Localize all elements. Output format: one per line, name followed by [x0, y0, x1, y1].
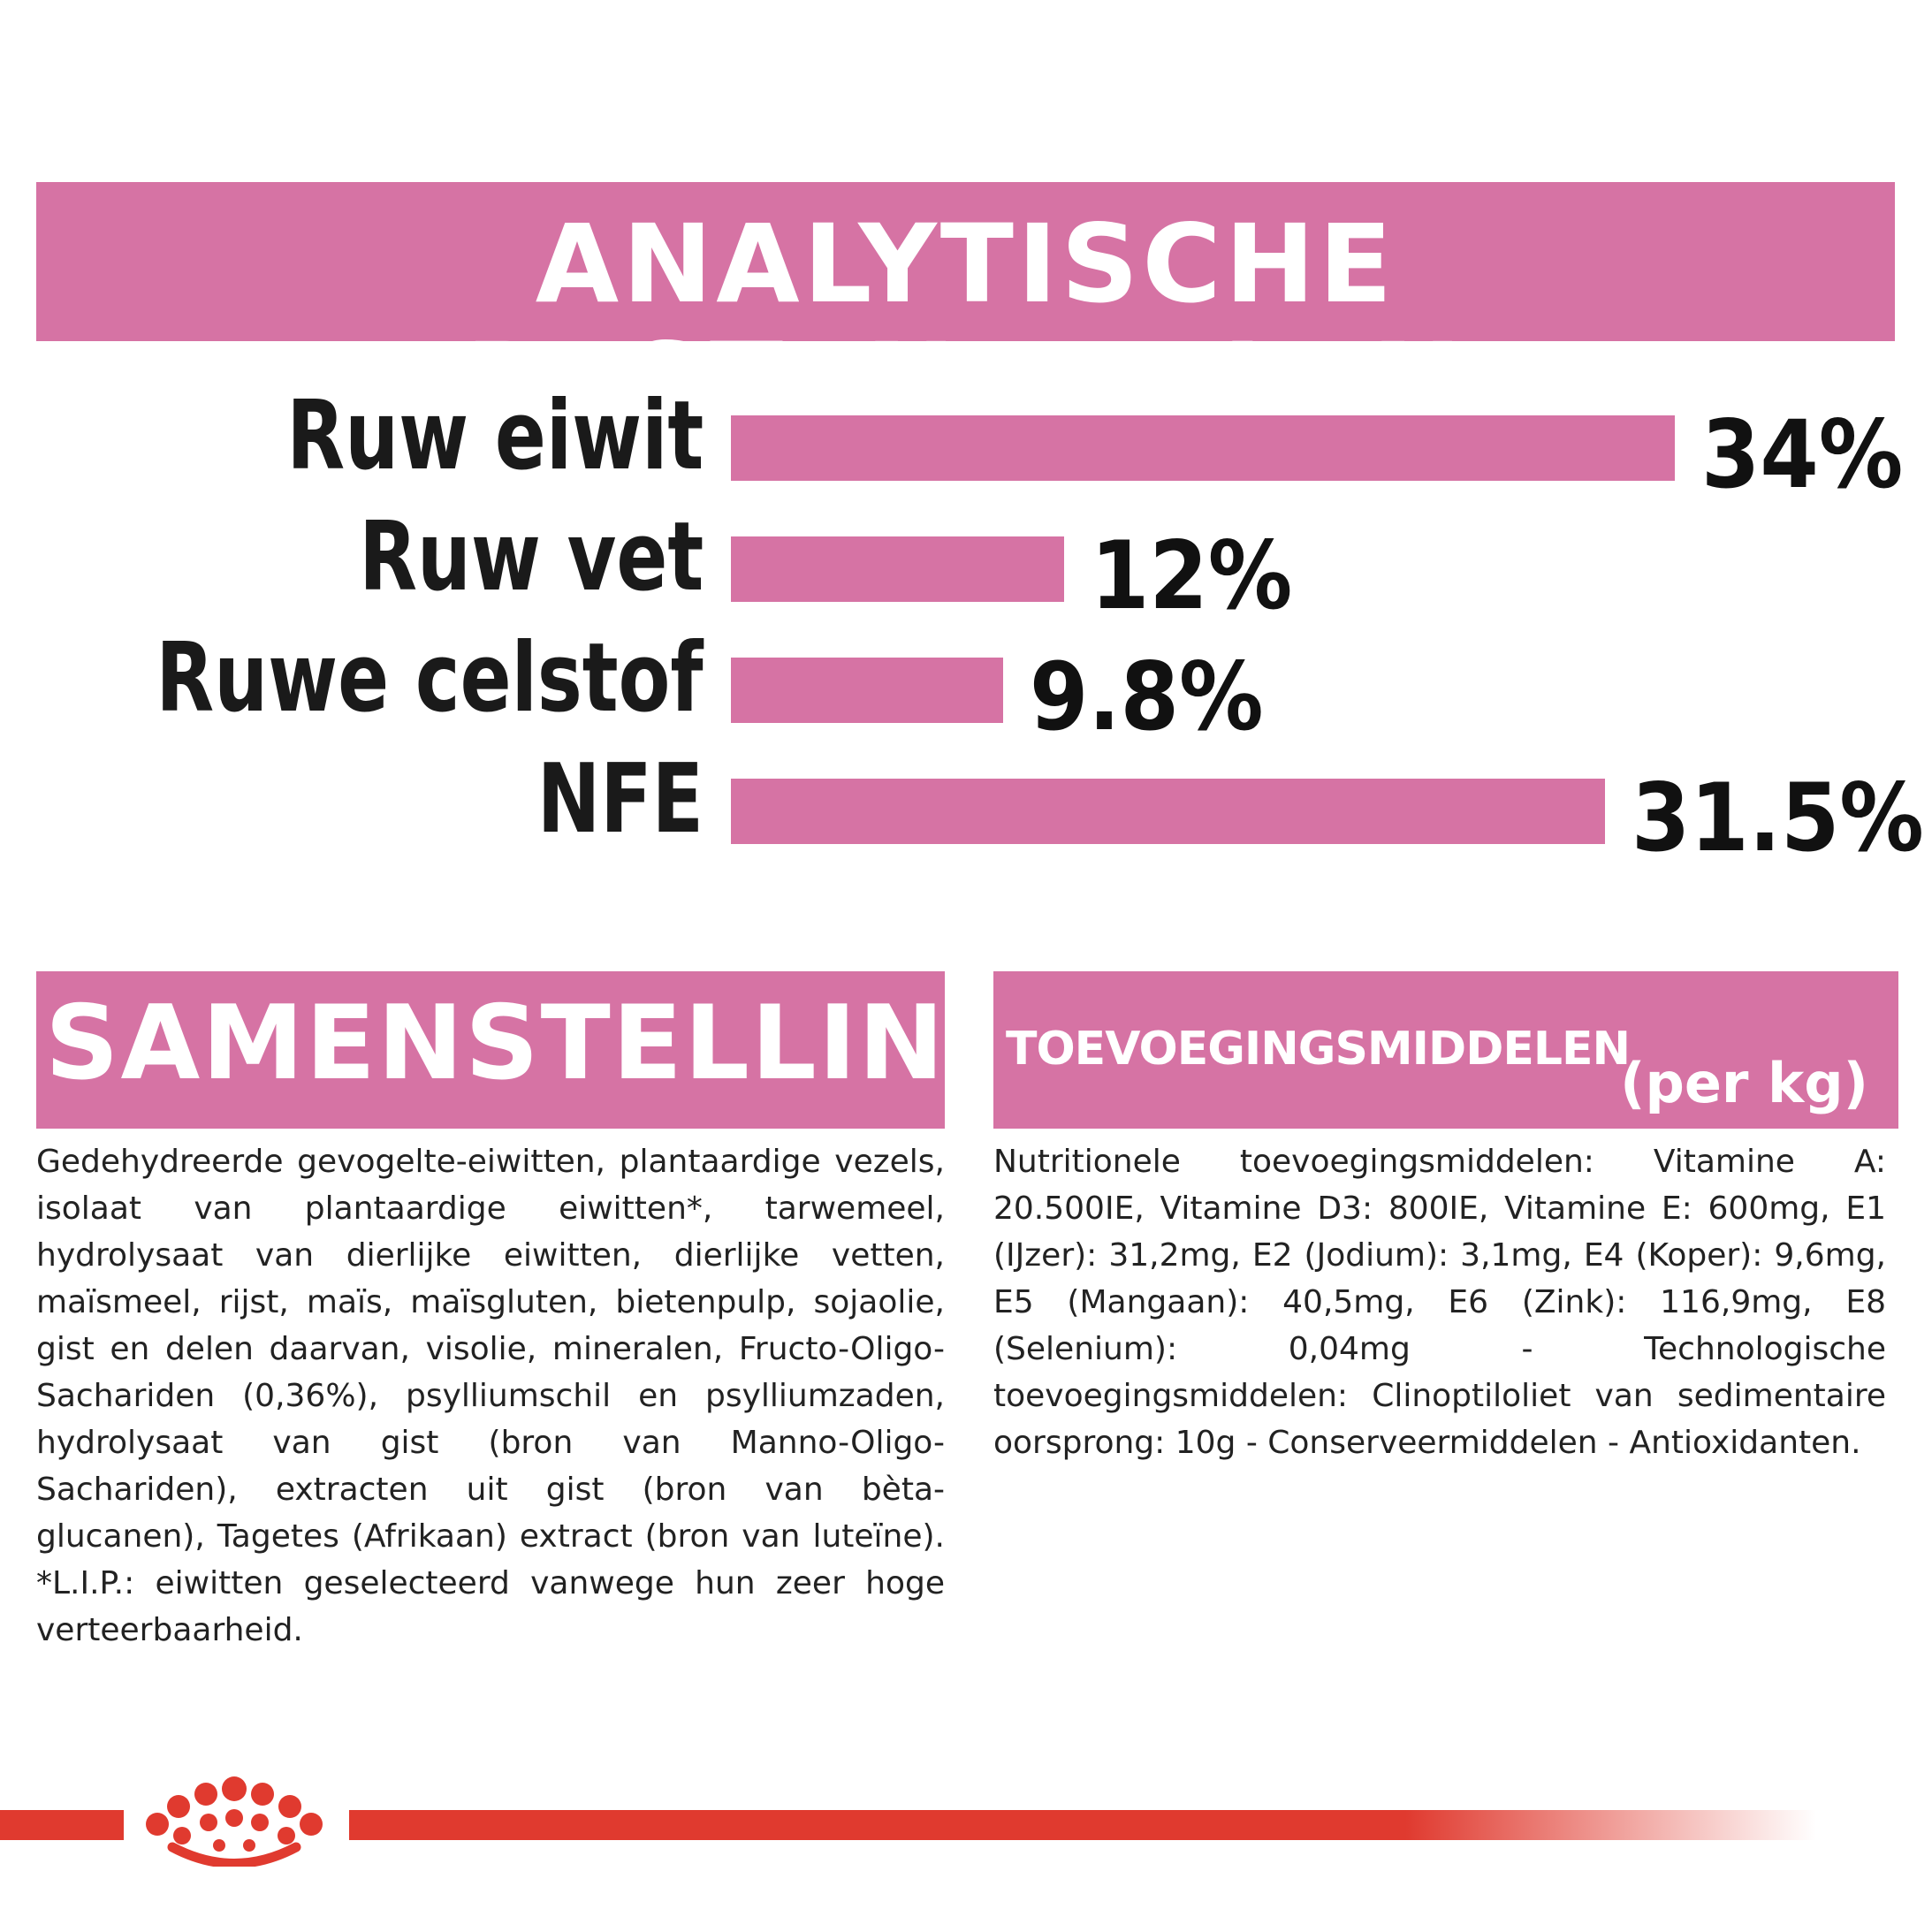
toevoegingsmiddelen-banner: TOEVOEGINGSMIDDELEN (per kg) [993, 971, 1898, 1129]
crown-logo-icon [146, 1776, 323, 1867]
bar-label: Ruw vet [358, 502, 704, 612]
per-kg-label: (per kg) [1620, 1051, 1868, 1115]
bar [731, 779, 1605, 844]
title-banner: ANALYTISCHE BESTANDDELEN [36, 182, 1895, 442]
bar-value-label: 12% [1091, 521, 1293, 630]
samenstelling-banner: SAMENSTELLING [36, 971, 1030, 1129]
bar-value-label: 34% [1701, 400, 1904, 509]
bar-label: Ruw eiwit [286, 381, 704, 491]
samenstelling-text: Gedehydreerde gevogelte-eiwitten, planta… [36, 1144, 945, 1648]
bar [731, 536, 1064, 602]
bar [731, 415, 1675, 481]
bar-value-label: 31.5% [1632, 764, 1924, 872]
page-title: ANALYTISCHE BESTANDDELEN [465, 202, 1466, 446]
footer-line-right [349, 1810, 1816, 1840]
footer-line-left [0, 1810, 124, 1840]
bar [731, 658, 1003, 723]
bar-label: NFE [536, 744, 704, 855]
bar-value-label: 9.8% [1030, 643, 1264, 751]
bar-label: Ruwe celstof [156, 623, 704, 734]
toevoegingsmiddelen-title: TOEVOEGINGSMIDDELEN [1006, 1023, 1631, 1076]
samenstelling-title: SAMENSTELLING [45, 984, 1032, 1103]
toevoegingsmiddelen-text: Nutritionele toevoegingsmiddelen: Vitami… [993, 1144, 1886, 1461]
brand-footer-line [0, 1810, 1816, 1840]
